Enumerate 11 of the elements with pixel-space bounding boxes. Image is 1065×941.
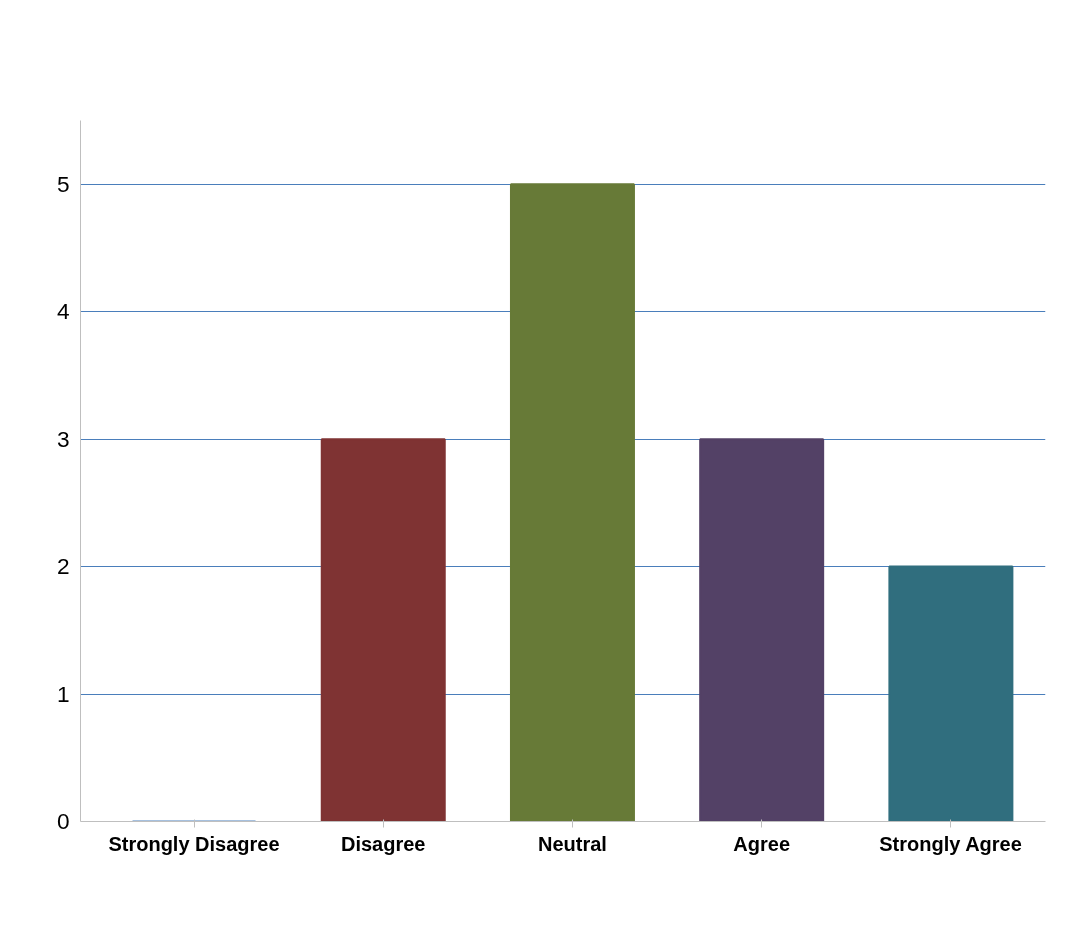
x-tick-label: Disagree xyxy=(341,832,426,855)
y-tick-label: 1 xyxy=(56,680,70,707)
y-tick-label: 5 xyxy=(56,170,70,197)
x-tick-label: Agree xyxy=(733,832,791,855)
x-tick-label: Strongly Disagree xyxy=(108,832,280,855)
y-tick-label: 4 xyxy=(56,298,70,325)
y-tick-label: 3 xyxy=(56,425,70,452)
y-tick-label: 0 xyxy=(56,808,70,834)
y-tick-label: 2 xyxy=(56,553,70,580)
x-tick-label: Strongly Agree xyxy=(879,832,1022,855)
x-tick-label: Neutral xyxy=(538,832,607,855)
